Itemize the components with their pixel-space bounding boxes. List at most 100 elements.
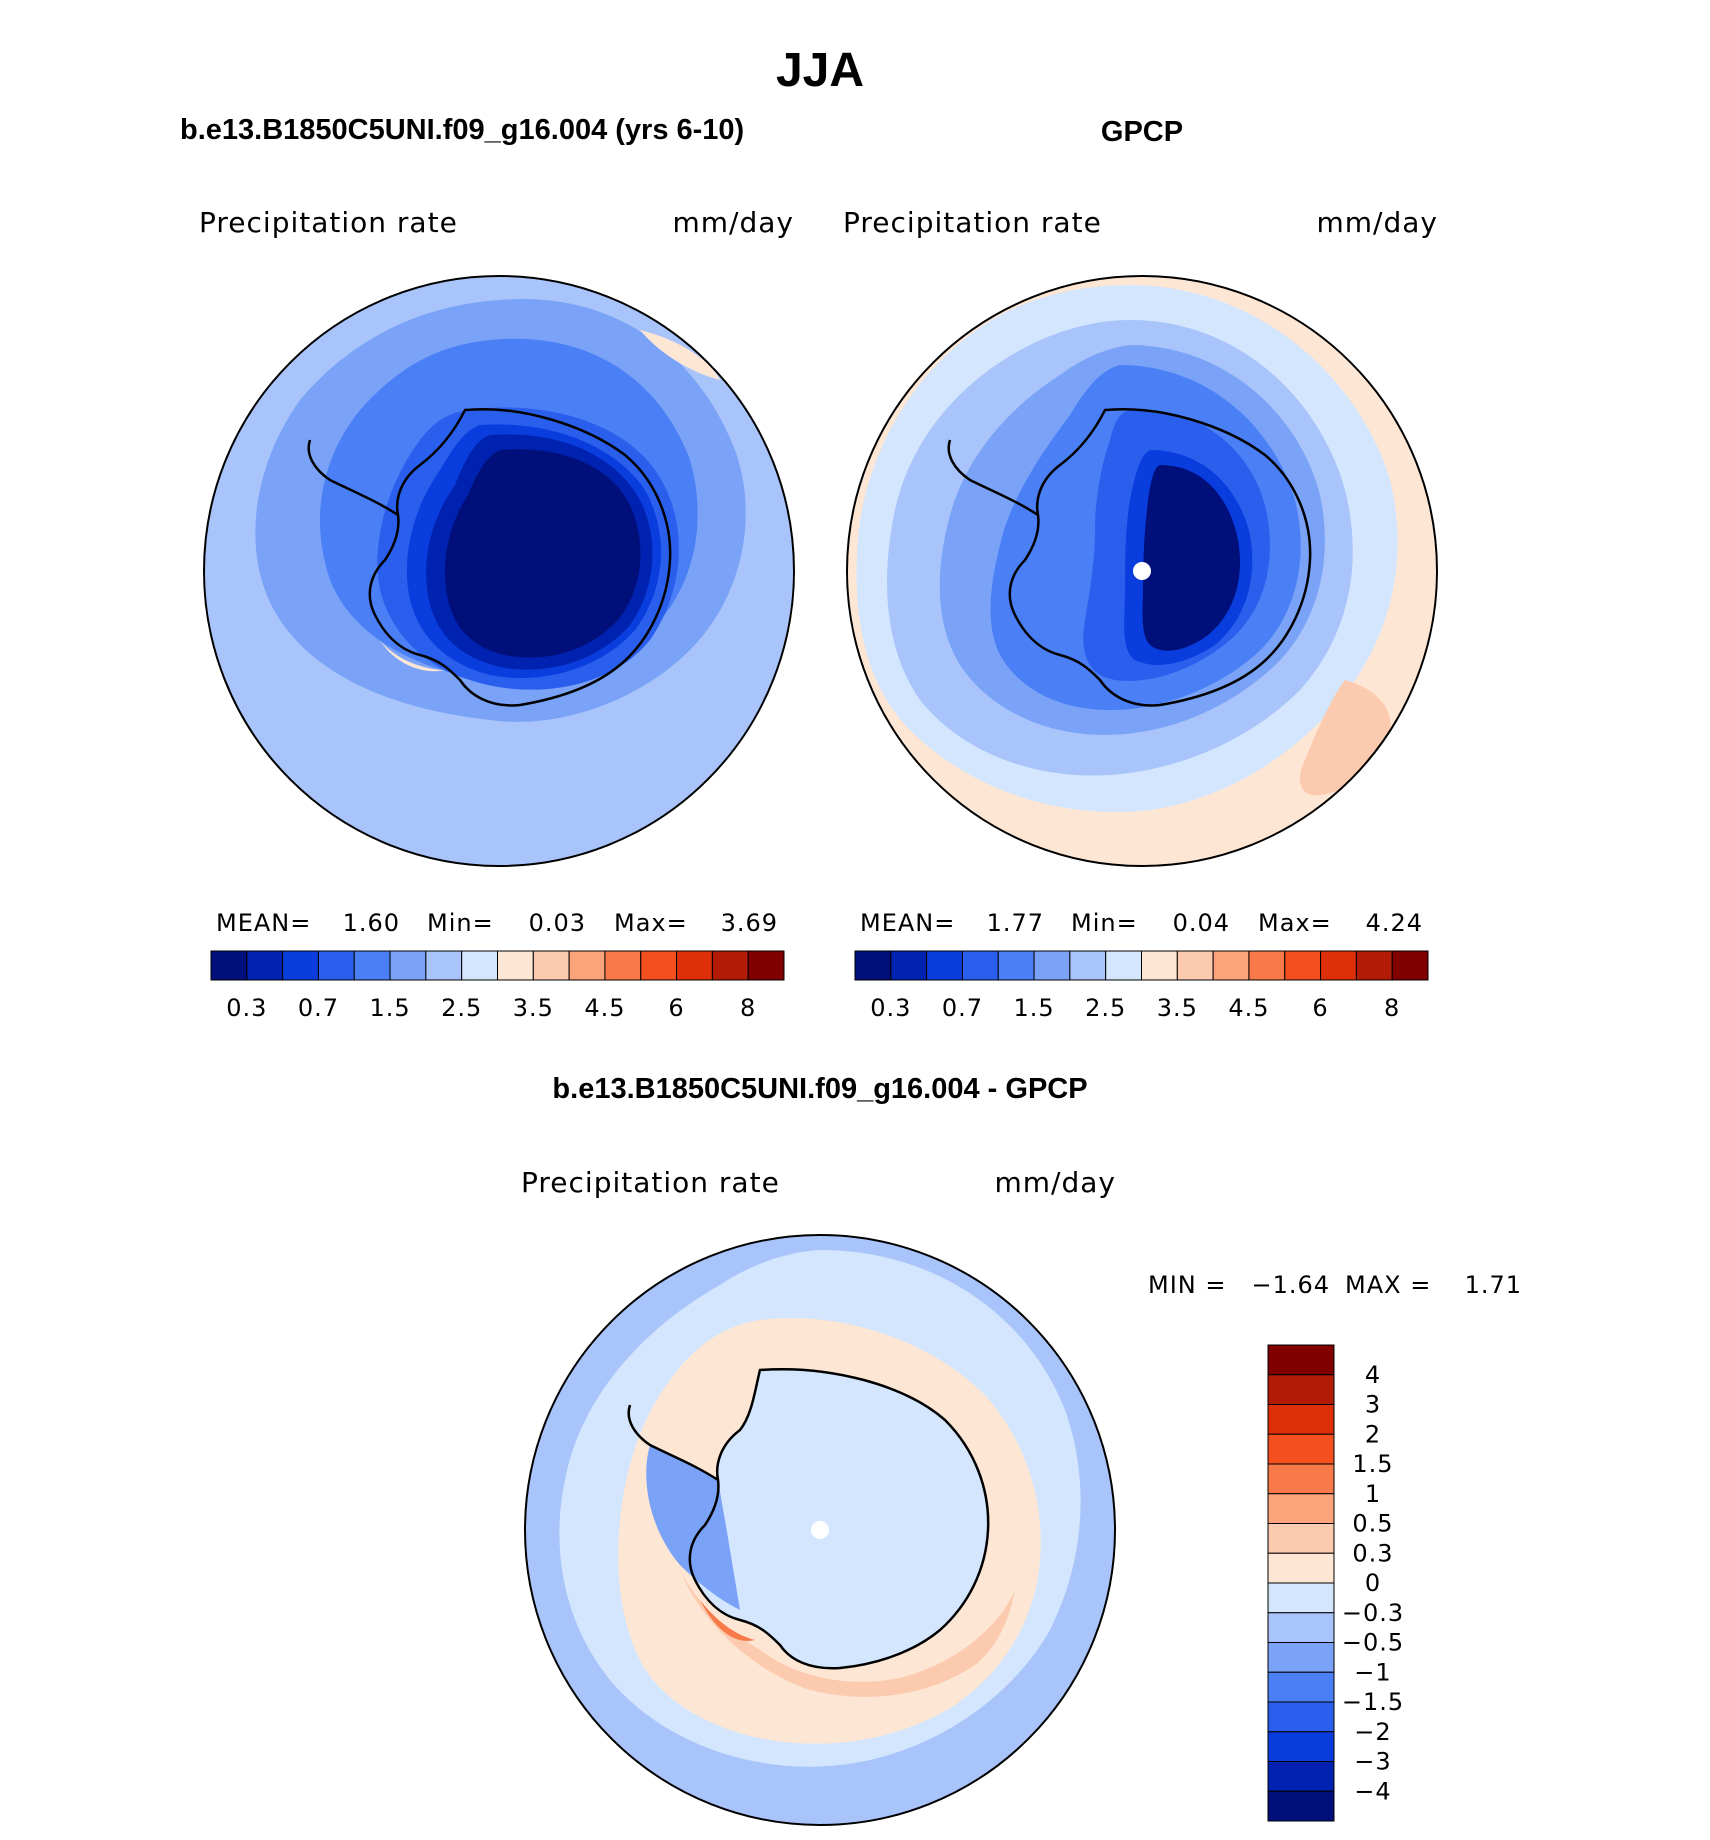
page-title: JJA	[776, 44, 864, 97]
colorbar-cell	[604, 950, 642, 981]
panel1-map	[204, 276, 794, 866]
panel1-stats: MEAN= 1.60 Min= 0.03 Max= 3.69	[216, 909, 778, 937]
colorbar-cell	[1267, 1463, 1335, 1495]
panel2-stats: MEAN= 1.77 Min= 0.04 Max= 4.24	[860, 909, 1423, 937]
min-label: Min=	[427, 909, 494, 937]
colorbar-cell	[389, 950, 427, 981]
colorbar-cell	[1176, 950, 1214, 981]
colorbar-tick-label: 4.5	[584, 994, 625, 1022]
colorbar-cell	[1267, 1701, 1335, 1733]
panel1-variable-label: Precipitation rate	[199, 206, 458, 239]
colorbar-cell	[1267, 1642, 1335, 1673]
colorbar-tick-label: 8	[1384, 994, 1400, 1022]
colorbar-cell	[961, 950, 999, 981]
panel1-map-border	[203, 275, 795, 867]
max-value: 4.24	[1366, 909, 1423, 937]
field-band	[640, 330, 720, 380]
colorbar-cell	[711, 950, 749, 981]
panel2-map-border	[846, 275, 1438, 867]
antarctica-coastline	[1008, 408, 1312, 707]
mean-label: MEAN=	[860, 909, 955, 937]
colorbar-tick-label: −3	[1354, 1748, 1391, 1776]
colorbar-tick-label: 4.5	[1228, 994, 1269, 1022]
colorbar-cell	[640, 950, 678, 981]
pole-hole	[811, 1521, 829, 1539]
colorbar-cell	[1267, 1790, 1335, 1822]
colorbar-cell	[1105, 950, 1142, 981]
colorbar-cell	[461, 950, 498, 981]
colorbar-cell	[1212, 950, 1250, 981]
colorbar-cell	[997, 950, 1035, 981]
field-band	[1142, 465, 1240, 651]
colorbar-cell	[1033, 950, 1071, 981]
colorbar-cell	[1284, 950, 1322, 981]
colorbar-cell	[1267, 1731, 1335, 1762]
max-value: 1.71	[1465, 1271, 1522, 1299]
panel3-variable-label: Precipitation rate	[521, 1166, 780, 1199]
colorbar-tick-label: 1	[1365, 1480, 1381, 1508]
colorbar-cell	[353, 950, 391, 981]
min-value: 0.04	[1173, 909, 1230, 937]
colorbar-tick-label: 0.5	[1352, 1510, 1393, 1538]
colorbar-cell	[1267, 1523, 1335, 1554]
max-value: 3.69	[721, 909, 778, 937]
max-label: MAX =	[1345, 1271, 1431, 1299]
colorbar-cell	[1267, 1344, 1335, 1376]
panel2-title: GPCP	[1101, 116, 1183, 148]
colorbar-tick-label: 1.5	[1013, 994, 1054, 1022]
colorbar-tick-label: 0.3	[1352, 1539, 1393, 1567]
colorbar-cell	[532, 950, 570, 981]
colorbar-tick-label: −0.3	[1342, 1599, 1404, 1627]
colorbar-cell	[926, 950, 963, 981]
colorbar-cell	[1320, 950, 1357, 981]
colorbar-tick-label: 3.5	[513, 994, 554, 1022]
max-label: Max=	[614, 909, 688, 937]
field-band	[380, 640, 445, 672]
colorbar-tick-label: 3	[1365, 1391, 1381, 1419]
colorbar-cell	[317, 950, 355, 981]
colorbar-tick-label: 0.7	[298, 994, 339, 1022]
colorbar-tick-label: −2	[1354, 1718, 1391, 1746]
colorbar-cell	[1141, 950, 1178, 981]
colorbar-tick-label: −4	[1354, 1777, 1391, 1805]
colorbar-cell	[497, 950, 534, 981]
colorbar-cell	[1267, 1612, 1335, 1643]
colorbar-tick-label: 6	[1312, 994, 1328, 1022]
colorbar-cell	[1267, 1671, 1335, 1703]
colorbar-cell	[1248, 950, 1286, 981]
min-label: MIN =	[1148, 1271, 1226, 1299]
peninsula-coastline	[307, 439, 399, 517]
colorbar-cell	[1267, 1582, 1335, 1614]
colorbar-cell	[747, 950, 785, 981]
panel3-map	[525, 1235, 1115, 1825]
max-label: Max=	[1258, 909, 1332, 937]
panel3-title: b.e13.B1850C5UNI.f09_g16.004 - GPCP	[552, 1073, 1087, 1105]
colorbar-tick-label: −0.5	[1342, 1629, 1404, 1657]
field-band	[444, 449, 641, 658]
colorbar-tick-label: 8	[740, 994, 756, 1022]
min-value: 0.03	[529, 909, 586, 937]
colorbar-cell	[282, 950, 319, 981]
colorbar-cell	[1267, 1374, 1335, 1405]
field-band	[646, 1445, 740, 1610]
colorbar-cell	[568, 950, 606, 981]
colorbar-tick-label: 2	[1365, 1420, 1381, 1448]
colorbar-tick-label: 0.3	[870, 994, 911, 1022]
colorbar-cell	[1391, 950, 1429, 981]
colorbar-cell	[854, 950, 892, 981]
colorbar-tick-label: 0.3	[226, 994, 267, 1022]
field-band	[700, 1600, 755, 1641]
panel2-variable-label: Precipitation rate	[843, 206, 1102, 239]
colorbar-tick-label: 2.5	[441, 994, 482, 1022]
colorbar-tick-label: 1.5	[369, 994, 410, 1022]
colorbar-cell	[1267, 1404, 1335, 1435]
antarctica-coastline	[368, 408, 672, 707]
panel3-units-label: mm/day	[995, 1166, 1117, 1199]
colorbar-cell	[1069, 950, 1107, 981]
colorbar-cell	[210, 950, 248, 981]
colorbar-cell	[1267, 1433, 1335, 1465]
colorbar-tick-label: 3.5	[1157, 994, 1198, 1022]
colorbar-cell	[890, 950, 928, 981]
